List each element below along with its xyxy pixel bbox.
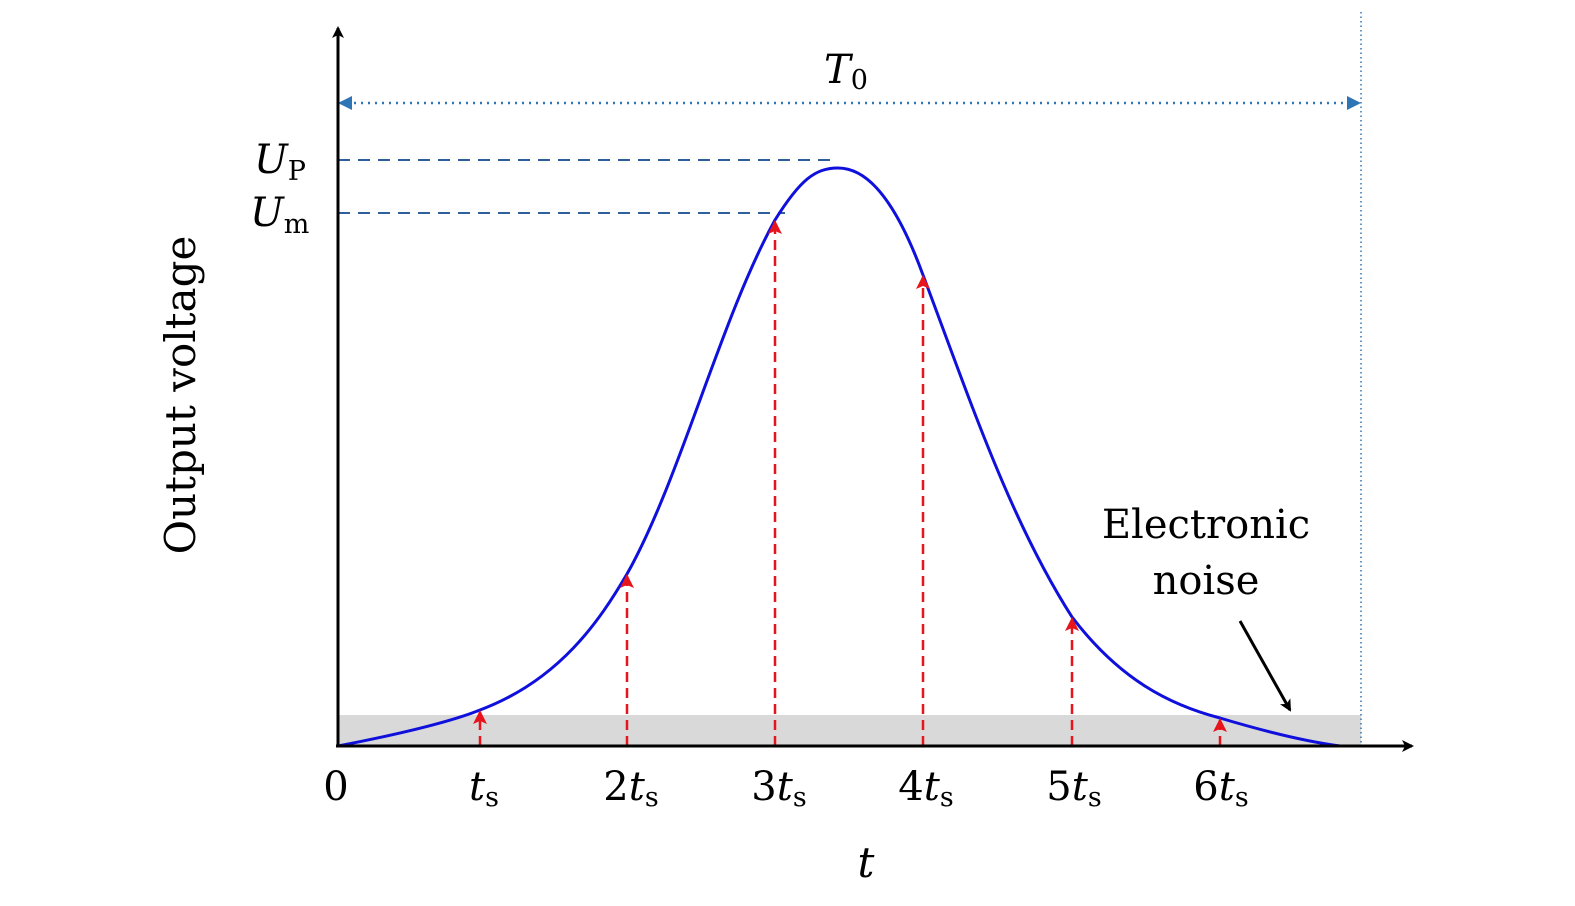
tick-label-4: 4ts [898,764,953,813]
tick-label-3: 3ts [751,764,806,813]
noise-band [338,715,1361,746]
x-axis-label: t [858,838,875,887]
y-axis-label: Output voltage [156,236,205,555]
tick-label-5: 5ts [1046,764,1101,813]
pulse-curve [337,166,1341,748]
up-label: UP [254,137,306,187]
noise-label-line2: noise [1153,558,1260,604]
sample-arrows [473,220,1227,746]
noise-pointer-arrow [1238,620,1292,712]
origin-label: 0 [323,764,348,810]
period-label: T0 [824,47,868,96]
tick-label-2: 2ts [603,764,658,813]
noise-label-line1: Electronic [1102,502,1310,548]
tick-label-6: 6ts [1193,764,1248,813]
um-label: Um [250,190,309,240]
tick-label-1: ts [469,764,499,813]
